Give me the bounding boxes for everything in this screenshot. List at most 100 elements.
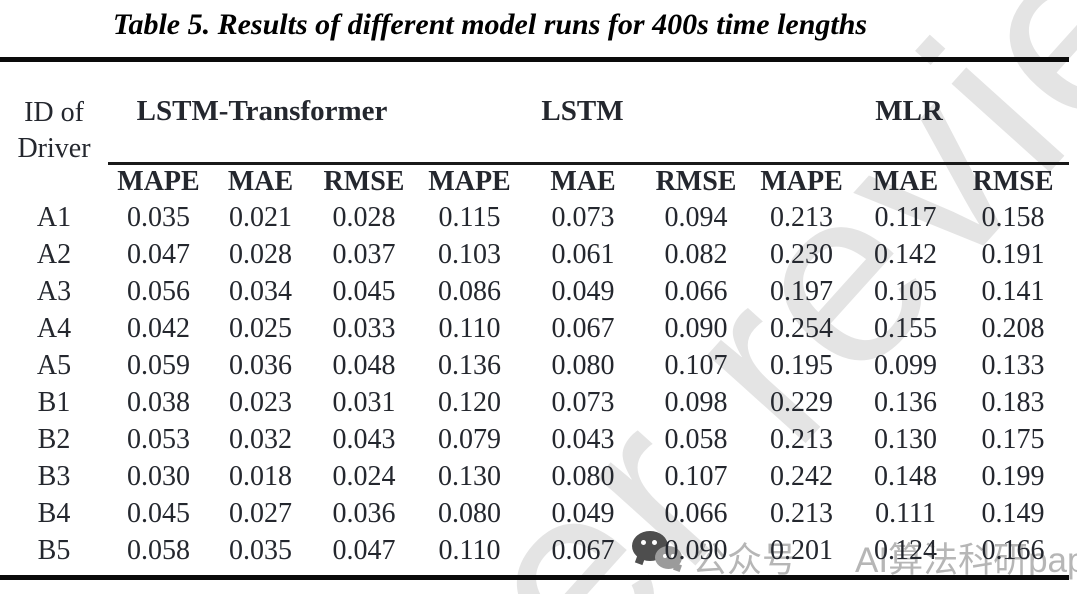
metric-cell: 0.053 <box>127 423 190 455</box>
metric-cell: 0.199 <box>981 460 1045 492</box>
metric-cell: 0.130 <box>874 423 938 455</box>
id-header-line1: ID of <box>24 96 84 128</box>
metric-cell: 0.208 <box>981 312 1045 344</box>
metric-cell: 0.035 <box>127 201 190 233</box>
metric-header: MAPE <box>760 165 843 197</box>
metric-cell: 0.079 <box>438 423 502 455</box>
metric-cell: 0.080 <box>438 497 502 529</box>
metric-cell: 0.058 <box>127 534 190 566</box>
wechat-icon <box>632 531 686 573</box>
metric-cell: 0.090 <box>664 312 728 344</box>
metric-cell: 0.136 <box>438 349 502 381</box>
metric-cell: 0.049 <box>551 497 615 529</box>
driver-id: A1 <box>36 201 72 233</box>
group-header-mlr: MLR <box>749 62 1070 165</box>
metric-cell: 0.028 <box>229 238 292 270</box>
metric-cell: 0.107 <box>664 349 728 381</box>
metric-cell: 0.080 <box>551 349 615 381</box>
metric-cell: 0.024 <box>332 460 396 492</box>
table-row: B3 0.030 0.018 0.024 0.130 0.080 0.107 0… <box>0 458 1069 495</box>
id-of-driver-header: ID of Driver <box>0 62 108 199</box>
wechat-watermark-account: AI算法科研paper <box>855 541 1077 580</box>
metric-cell: 0.067 <box>551 312 615 344</box>
table-row: A4 0.042 0.025 0.033 0.110 0.067 0.090 0… <box>0 310 1069 347</box>
metric-header: MAE <box>227 165 294 197</box>
driver-id: A2 <box>36 238 72 270</box>
results-table: ID of Driver LSTM-Transformer LSTM MLR M… <box>0 62 1070 569</box>
metric-cell: 0.045 <box>332 275 396 307</box>
metric-cell: 0.067 <box>551 534 615 566</box>
metric-cell: 0.043 <box>551 423 615 455</box>
top-rule <box>0 57 1069 62</box>
metric-cell: 0.142 <box>874 238 938 270</box>
metric-cell: 0.066 <box>664 275 728 307</box>
metric-cell: 0.197 <box>770 275 834 307</box>
metric-cell: 0.166 <box>981 534 1045 566</box>
table-row: B2 0.053 0.032 0.043 0.079 0.043 0.058 0… <box>0 421 1069 458</box>
metric-cell: 0.133 <box>981 349 1045 381</box>
metric-cell: 0.047 <box>332 534 396 566</box>
metric-cell: 0.175 <box>981 423 1045 455</box>
metric-cell: 0.191 <box>981 238 1045 270</box>
metric-cell: 0.213 <box>770 497 834 529</box>
metric-cell: 0.103 <box>438 238 502 270</box>
table-row: A2 0.047 0.028 0.037 0.103 0.061 0.082 0… <box>0 236 1069 273</box>
metric-cell: 0.136 <box>874 386 938 418</box>
wechat-watermark-label: 公众号 <box>692 541 798 580</box>
metric-cell: 0.195 <box>770 349 834 381</box>
metric-header: MAE <box>872 165 939 197</box>
metric-cell: 0.082 <box>664 238 728 270</box>
group-header-row: ID of Driver LSTM-Transformer LSTM MLR <box>0 62 1070 165</box>
metric-cell: 0.028 <box>332 201 396 233</box>
metric-cell: 0.073 <box>551 201 615 233</box>
metric-cell: 0.058 <box>664 423 728 455</box>
metric-cell: 0.213 <box>770 423 834 455</box>
metric-cell: 0.061 <box>551 238 615 270</box>
metric-cell: 0.080 <box>551 460 615 492</box>
metric-cell: 0.117 <box>874 201 937 233</box>
wechat-watermark: 公众号 AI算法科研paper <box>632 528 1077 580</box>
metric-cell: 0.027 <box>229 497 292 529</box>
metric-cell: 0.183 <box>981 386 1045 418</box>
table-row: B4 0.045 0.027 0.036 0.080 0.049 0.066 0… <box>0 495 1069 532</box>
driver-id: B3 <box>37 460 71 492</box>
driver-id: A4 <box>36 312 72 344</box>
metric-cell: 0.105 <box>874 275 938 307</box>
metric-cell: 0.059 <box>127 349 190 381</box>
metric-cell: 0.086 <box>438 275 502 307</box>
group-header-lstm: LSTM <box>416 62 750 165</box>
driver-id: A5 <box>36 349 72 381</box>
driver-id: B1 <box>37 386 71 418</box>
metric-cell: 0.036 <box>229 349 292 381</box>
table-row: A1 0.035 0.021 0.028 0.115 0.073 0.094 0… <box>0 199 1069 236</box>
metric-cell: 0.110 <box>438 312 501 344</box>
metric-cell: 0.073 <box>551 386 615 418</box>
metric-cell: 0.035 <box>229 534 292 566</box>
table-row: A5 0.059 0.036 0.048 0.136 0.080 0.107 0… <box>0 347 1069 384</box>
id-header-line2: Driver <box>17 132 91 164</box>
metric-cell: 0.032 <box>229 423 292 455</box>
driver-id: B4 <box>37 497 71 529</box>
metric-cell: 0.038 <box>127 386 190 418</box>
metric-cell: 0.049 <box>551 275 615 307</box>
table-row: B5 0.058 0.035 0.047 0.110 0.067 0.090 0… <box>0 532 1069 569</box>
table-caption: Table 5. Results of different model runs… <box>112 8 868 41</box>
metric-cell: 0.213 <box>770 201 834 233</box>
table-row: B1 0.038 0.023 0.031 0.120 0.073 0.098 0… <box>0 384 1069 421</box>
metric-cell: 0.033 <box>332 312 396 344</box>
metric-cell: 0.230 <box>770 238 834 270</box>
metric-cell: 0.045 <box>127 497 190 529</box>
group-header-lstm-transformer: LSTM-Transformer <box>108 62 417 165</box>
metric-cell: 0.021 <box>229 201 292 233</box>
table-row: A3 0.056 0.034 0.045 0.086 0.049 0.066 0… <box>0 273 1069 310</box>
metric-cell: 0.111 <box>875 497 936 529</box>
metric-header: RMSE <box>972 165 1054 197</box>
metric-cell: 0.036 <box>332 497 396 529</box>
metric-cell: 0.025 <box>229 312 292 344</box>
metric-header-row: MAPE MAE RMSE MAPE MAE RMSE MAPE MAE RMS… <box>0 163 1069 199</box>
metric-cell: 0.099 <box>874 349 938 381</box>
driver-id: B5 <box>37 534 71 566</box>
metric-cell: 0.030 <box>127 460 190 492</box>
metric-cell: 0.066 <box>664 497 728 529</box>
metric-cell: 0.090 <box>664 534 728 566</box>
